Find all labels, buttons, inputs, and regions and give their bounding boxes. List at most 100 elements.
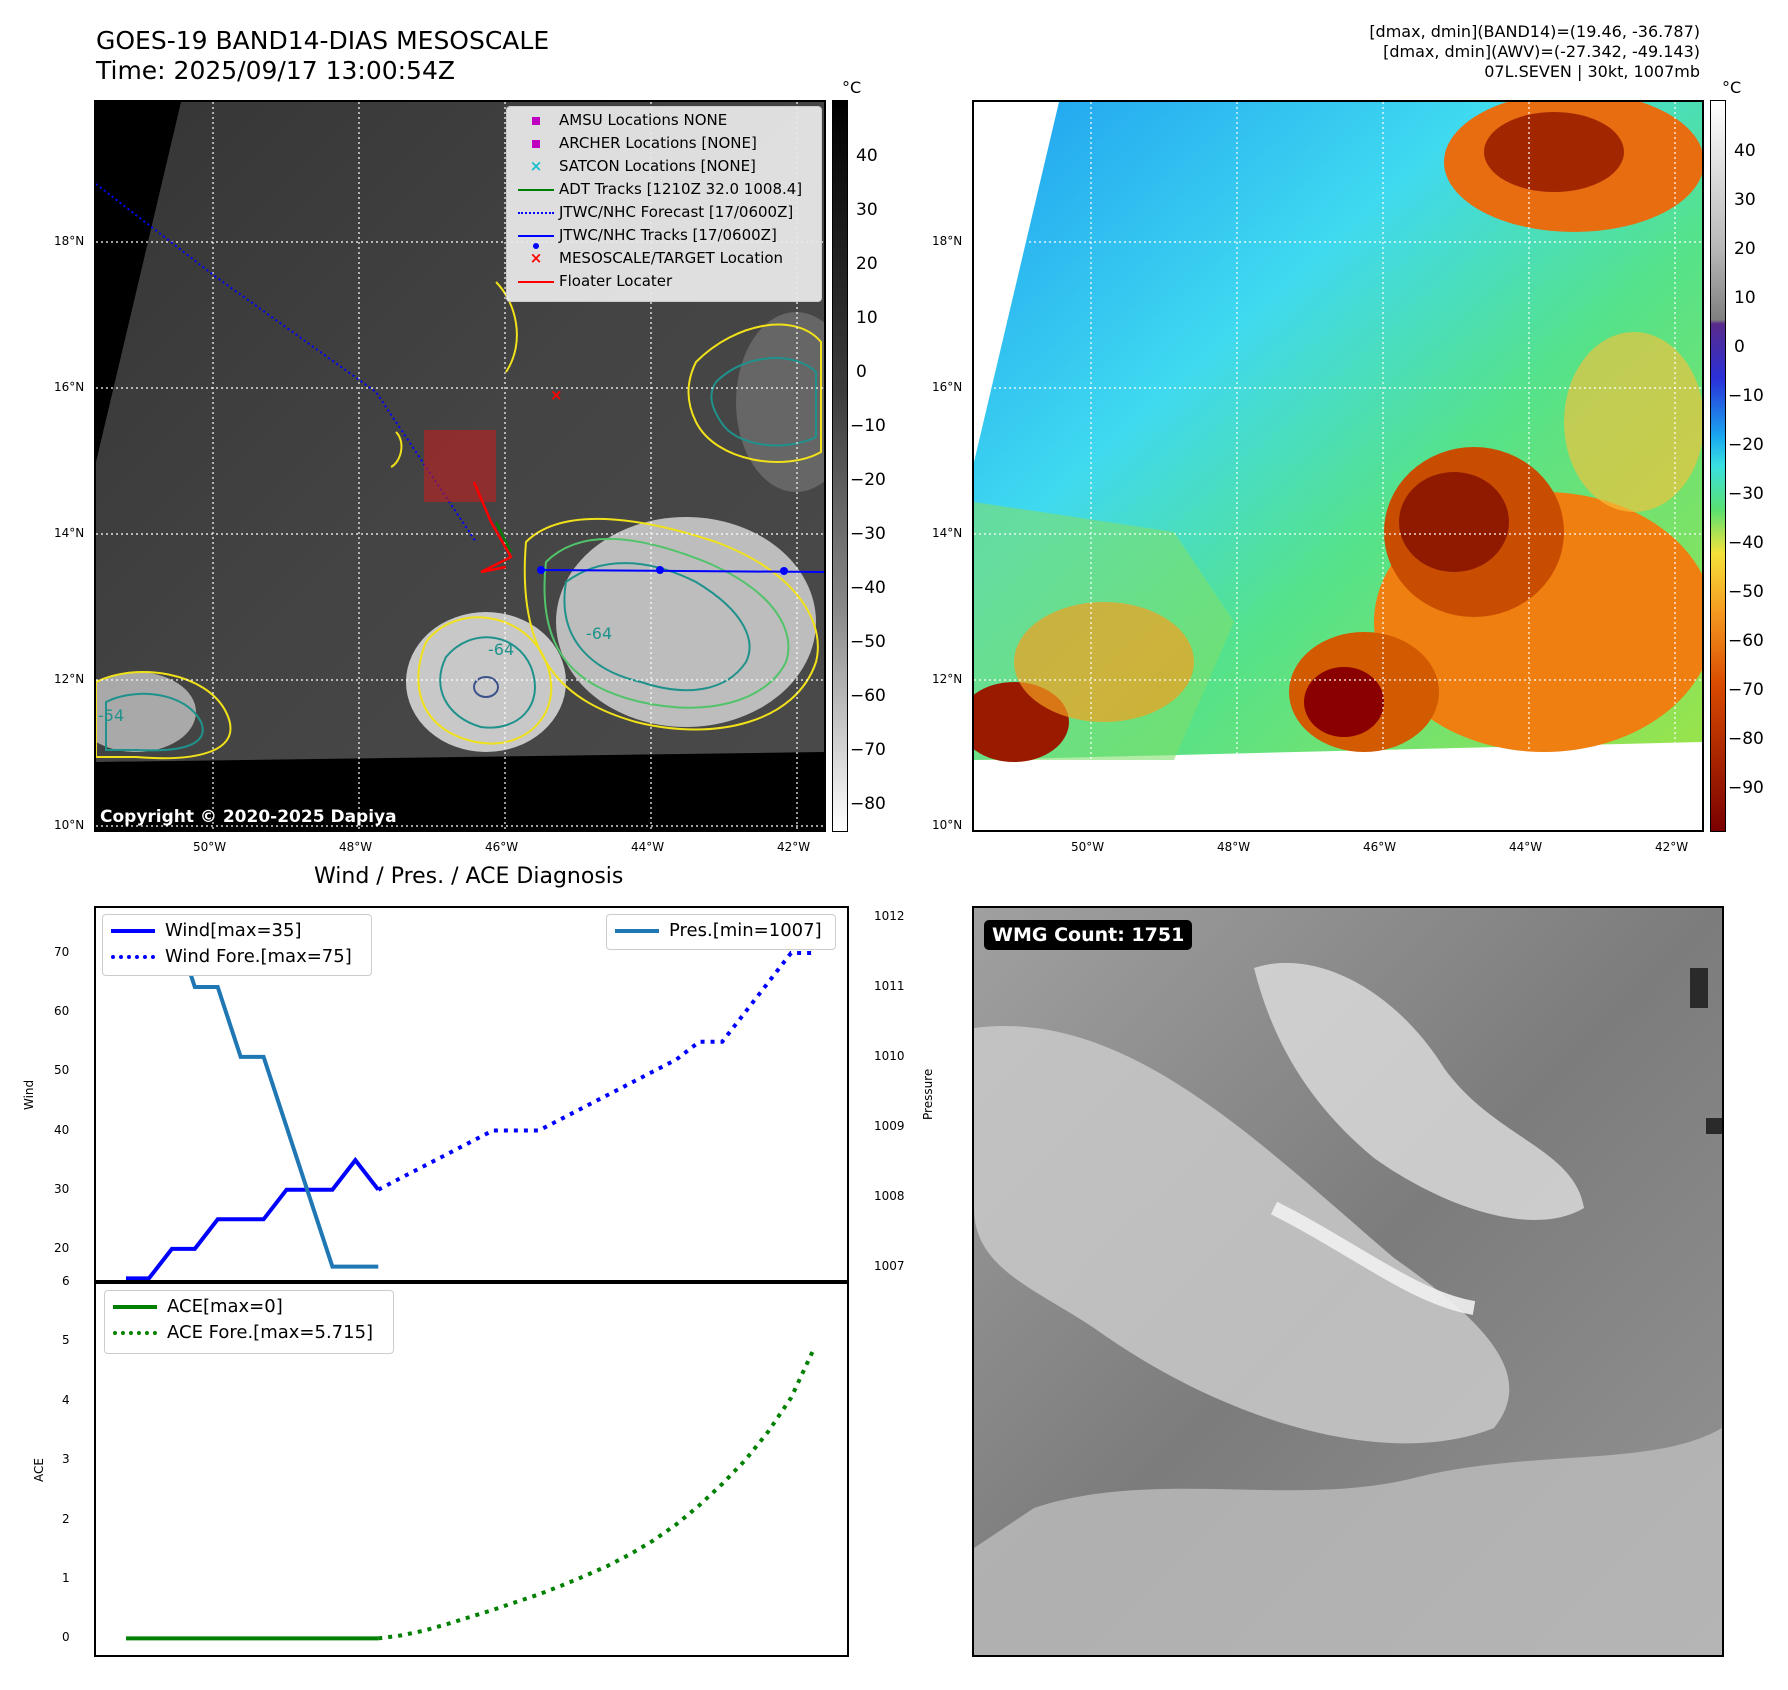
lat-label: 16°N [54, 380, 85, 394]
lon-label: 50°W [193, 840, 227, 854]
colorbar-tick: −20 [1728, 435, 1764, 455]
ace-tick-label: 2 [62, 1511, 70, 1526]
colorbar-left [832, 100, 848, 832]
lat-label: 16°N [932, 380, 963, 394]
lat-label: 12°N [932, 672, 963, 686]
lat-label: 10°N [54, 818, 85, 832]
pressure-tick-label: 1009 [874, 1118, 905, 1133]
pressure-axis-label: Pressure [921, 1068, 935, 1120]
series-line [126, 1156, 380, 1281]
pressure-tick-label: 1008 [874, 1188, 905, 1203]
colorbar-unit: °C [1722, 78, 1742, 97]
awv-map [972, 100, 1704, 832]
dotted-line-icon [111, 955, 155, 959]
square-marker-icon [532, 116, 540, 125]
colorbar-tick: −20 [850, 470, 886, 490]
wind-pressure-panel: Wind[max=35] Wind Fore.[max=75] Pres.[mi… [94, 906, 849, 1284]
colorbar-tick: 40 [1734, 141, 1756, 161]
wind-tick-label: 70 [54, 944, 70, 959]
colorbar-right [1710, 100, 1726, 832]
colorbar-tick: −30 [850, 524, 886, 544]
line-marker-icon [518, 188, 554, 191]
colorbar-tick: 30 [1734, 190, 1756, 210]
ace-tick-label: 0 [62, 1630, 70, 1645]
colorbar-tick: −30 [1728, 484, 1764, 504]
wind-tick-label: 40 [54, 1122, 70, 1137]
colorbar-tick: 20 [1734, 239, 1756, 259]
info-storm: 07L.SEVEN | 30kt, 1007mb [1484, 62, 1700, 81]
ace-tick-label: 6 [62, 1274, 70, 1288]
solid-line-icon [111, 929, 155, 933]
ace-tick-label: 3 [62, 1452, 70, 1467]
lat-label: 12°N [54, 672, 85, 686]
legend-entry: JTWC/NHC Forecast [17/0600Z] [513, 201, 815, 224]
pressure-tick-label: 1010 [874, 1048, 905, 1063]
colorbar-tick: 20 [856, 254, 878, 274]
pressure-tick-label: 1012 [874, 909, 905, 924]
colorbar-tick: −70 [1728, 680, 1764, 700]
lon-label: 42°W [1655, 840, 1689, 854]
legend-entry: ADT Tracks [1210Z 32.0 1008.4] [513, 178, 815, 201]
wind-tick-label: 60 [54, 1004, 70, 1019]
colorbar-tick: −10 [850, 416, 886, 436]
colorbar-tick: −50 [1728, 582, 1764, 602]
legend-entry: ARCHER Locations [NONE] [513, 132, 815, 155]
ace-panel: ACE[max=0] ACE Fore.[max=5.715] [94, 1280, 849, 1657]
contour-label: -54 [98, 706, 125, 725]
colorbar-tick: 0 [1734, 337, 1745, 357]
wind-tick-label: 30 [54, 1181, 70, 1196]
colorbar-unit: °C [842, 78, 862, 97]
colorbar-tick: 10 [1734, 288, 1756, 308]
colorbar-tick: −40 [850, 578, 886, 598]
lat-label: 10°N [932, 818, 963, 832]
square-marker-icon [532, 139, 540, 148]
legend-entry: × SATCON Locations [NONE] [513, 155, 815, 178]
lat-label: 14°N [54, 526, 85, 540]
colorbar-tick: 10 [856, 308, 878, 328]
colorbar-tick: −80 [850, 794, 886, 814]
wmg-count-badge: WMG Count: 1751 [984, 920, 1193, 950]
pressure-legend: Pres.[min=1007] [606, 914, 836, 950]
ace-tick-label: 5 [62, 1333, 70, 1348]
wind-tick-label: 20 [54, 1240, 70, 1255]
figure-time: Time: 2025/09/17 13:00:54Z [96, 56, 455, 85]
wmg-panel: WMG Count: 1751 [972, 906, 1724, 1657]
legend-entry: JTWC/NHC Tracks [17/0600Z] [513, 224, 815, 249]
wind-tick-label: 50 [54, 1063, 70, 1078]
lon-label: 44°W [631, 840, 665, 854]
colorbar-tick: −10 [1728, 386, 1764, 406]
contour-label: -64 [488, 640, 515, 659]
legend-entry: AMSU Locations NONE [513, 109, 815, 132]
map-legend: AMSU Locations NONE ARCHER Locations [NO… [506, 106, 822, 302]
line-dot-icon [518, 234, 554, 237]
colorbar-tick: 0 [856, 362, 867, 382]
colorbar-tick: −40 [1728, 533, 1764, 553]
colorbar-tick: 30 [856, 200, 878, 220]
info-band14: [dmax, dmin](BAND14)=(19.46, -36.787) [1369, 22, 1700, 41]
ace-tick-label: 4 [62, 1392, 70, 1407]
contour-label: -64 [586, 624, 613, 643]
solid-line-icon [615, 929, 659, 933]
colorbar-tick: −60 [850, 686, 886, 706]
lat-label: 14°N [932, 526, 963, 540]
ace-legend: ACE[max=0] ACE Fore.[max=5.715] [104, 1290, 394, 1354]
chart-title: Wind / Pres. / ACE Diagnosis [314, 864, 624, 889]
x-marker-icon: × [529, 157, 543, 175]
figure-title: GOES-19 BAND14-DIAS MESOSCALE [96, 26, 550, 55]
dotted-line-icon [518, 211, 554, 214]
wind-axis-label: Wind [22, 1079, 36, 1110]
series-line [377, 951, 814, 1192]
colorbar-tick: −70 [850, 740, 886, 760]
dotted-line-icon [113, 1331, 157, 1335]
copyright-text: Copyright © 2020-2025 Dapiya [100, 807, 397, 827]
lon-label: 44°W [1509, 840, 1543, 854]
legend-entry: Floater Locater [513, 270, 815, 293]
colorbar-tick: −60 [1728, 631, 1764, 651]
lon-label: 46°W [1363, 840, 1397, 854]
ir-map: × -64 -64 -54 Copyright © 2020-2025 Dapi… [94, 100, 826, 832]
legend-entry: × MESOSCALE/TARGET Location [513, 247, 815, 270]
x-marker-icon: × [529, 249, 543, 267]
pressure-tick-label: 1011 [874, 978, 905, 993]
colorbar-tick: 40 [856, 146, 878, 166]
lat-label: 18°N [932, 234, 963, 248]
